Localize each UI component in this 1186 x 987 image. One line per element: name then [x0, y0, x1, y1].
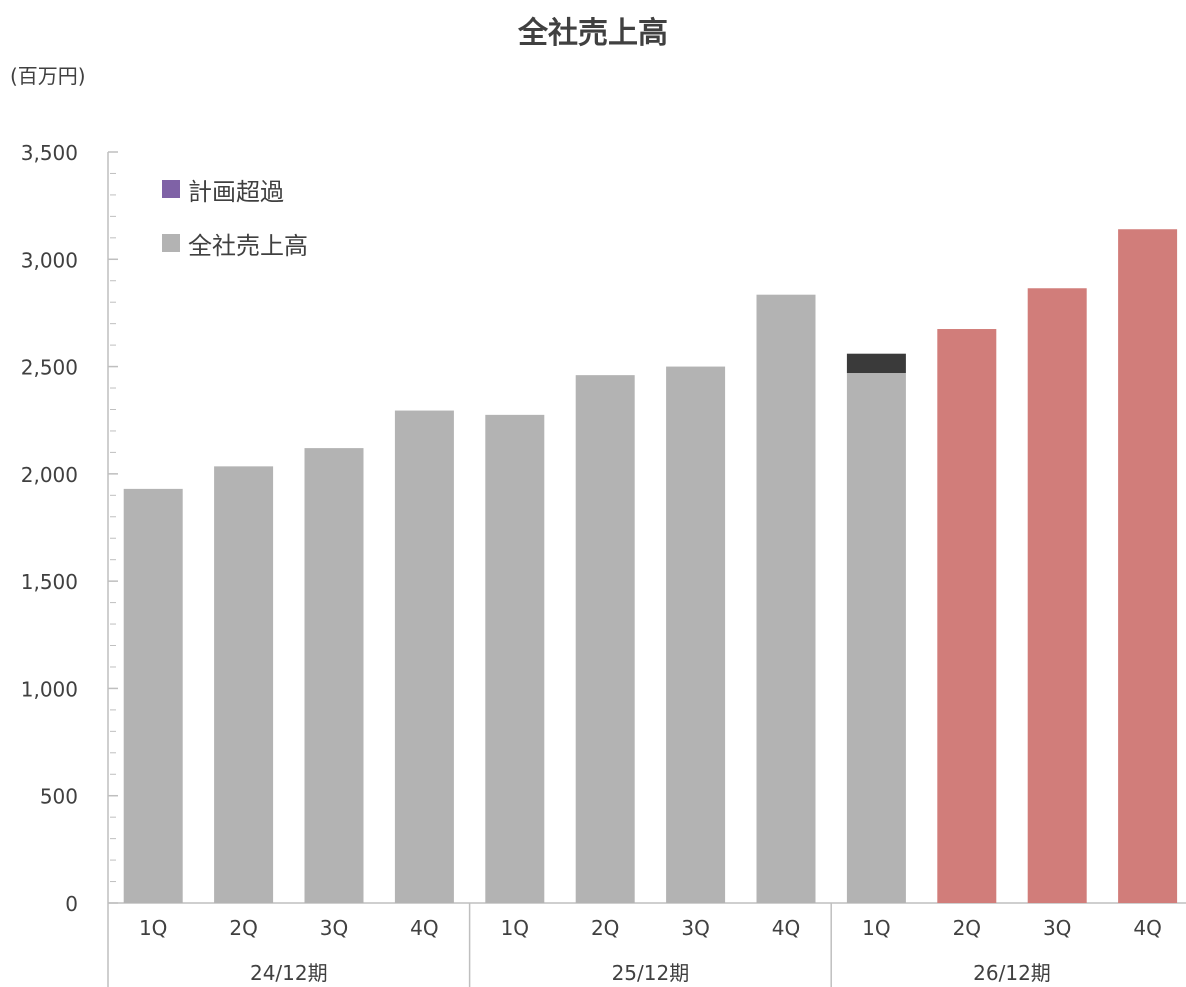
x-tick-label-quarter: 1Q: [862, 916, 890, 940]
y-tick-label: 3,000: [21, 248, 78, 272]
legend-item-excess: 計画超過: [162, 162, 308, 216]
x-tick-label-quarter: 4Q: [410, 916, 438, 940]
y-tick-label: 2,500: [21, 356, 78, 380]
bar-25-12期-3Q: [666, 366, 726, 904]
bar-26-12期-4Q: [1118, 229, 1178, 903]
legend-label-excess: 計画超過: [188, 177, 284, 206]
x-tick-label-quarter: 2Q: [229, 916, 257, 940]
x-group-label: 24/12期: [250, 961, 328, 985]
legend-swatch-excess: [162, 180, 180, 198]
chart-title: 全社売上高: [518, 16, 668, 51]
bar-26-12期-1Q: [846, 373, 906, 904]
bar-24-12期-3Q: [304, 448, 364, 903]
y-tick-label: 1,500: [21, 570, 78, 594]
y-tick-label: 500: [40, 785, 78, 809]
x-tick-label-quarter: 1Q: [501, 916, 529, 940]
y-tick-label: 1,000: [21, 677, 78, 701]
x-tick-label-quarter: 2Q: [953, 916, 981, 940]
x-tick-label-quarter: 3Q: [1043, 916, 1071, 940]
bar-25-12期-4Q: [756, 294, 816, 903]
x-tick-label-quarter: 4Q: [1133, 916, 1161, 940]
bar-excess-26-12期-1Q: [846, 353, 906, 374]
legend-item-actual: 全社売上高: [162, 216, 308, 270]
y-tick-label: 3,500: [21, 141, 78, 165]
x-group-label: 25/12期: [612, 961, 690, 985]
x-tick-label-quarter: 3Q: [681, 916, 709, 940]
bar-25-12期-2Q: [575, 375, 635, 903]
x-group-label: 26/12期: [973, 961, 1051, 985]
bar-25-12期-1Q: [485, 414, 545, 903]
x-tick-label-quarter: 1Q: [139, 916, 167, 940]
legend-label-actual: 全社売上高: [188, 231, 308, 260]
x-tick-label-quarter: 4Q: [772, 916, 800, 940]
legend: 計画超過 全社売上高: [162, 162, 308, 270]
bar-26-12期-3Q: [1027, 288, 1087, 903]
bar-26-12期-2Q: [937, 329, 997, 903]
x-tick-label-quarter: 2Q: [591, 916, 619, 940]
bar-24-12期-1Q: [123, 488, 183, 903]
y-tick-label: 0: [65, 892, 78, 916]
y-tick-label: 2,000: [21, 463, 78, 487]
x-tick-label-quarter: 3Q: [320, 916, 348, 940]
bar-24-12期-4Q: [394, 410, 454, 903]
legend-swatch-actual: [162, 234, 180, 252]
bar-24-12期-2Q: [214, 466, 274, 903]
y-unit-label: (百万円): [10, 64, 86, 88]
